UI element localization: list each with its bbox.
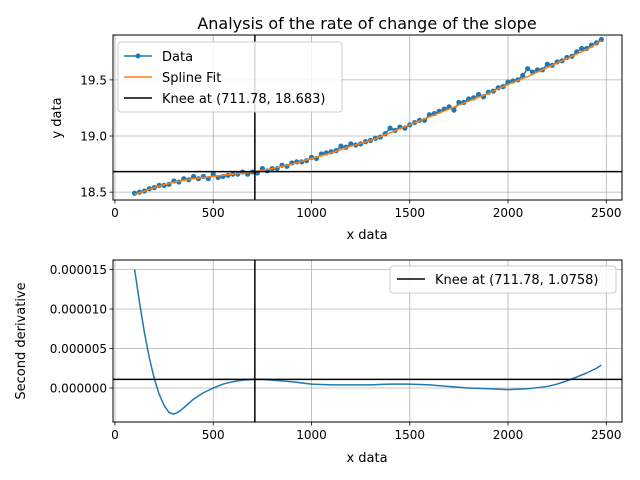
data-point bbox=[451, 107, 457, 113]
data-point bbox=[387, 125, 393, 131]
bottom-x-ticks: 0 500 1000 1500 2000 2500 bbox=[111, 422, 622, 442]
legend-data-label: Data bbox=[162, 50, 193, 65]
data-point bbox=[210, 171, 216, 177]
data-point bbox=[520, 72, 526, 79]
y-tick-label: 18.5 bbox=[80, 186, 107, 200]
x-tick-label: 0 bbox=[111, 206, 119, 220]
x-tick-label: 2500 bbox=[591, 206, 622, 220]
top-axes-frame bbox=[112, 34, 623, 201]
x-tick-label: 2000 bbox=[493, 428, 524, 442]
legend-spline-label: Spline Fit bbox=[162, 71, 221, 86]
top-legend: Data Spline Fit Knee at (711.78, 18.683) bbox=[117, 41, 343, 113]
bottom-legend-box bbox=[389, 265, 617, 294]
y-tick-label: 0.000000 bbox=[50, 382, 107, 396]
y-tick-label: 19.0 bbox=[80, 130, 107, 144]
bottom-legend-knee-label: Knee at (711.78, 1.0758) bbox=[435, 273, 598, 288]
top-x-ticks: 0 500 1000 1500 2000 2500 bbox=[111, 200, 622, 220]
bottom-x-axis-label: x data bbox=[346, 451, 387, 466]
top-chart-title: Analysis of the rate of change of the sl… bbox=[197, 14, 536, 33]
series-line-spline-fit bbox=[134, 39, 602, 196]
x-tick-label: 0 bbox=[111, 428, 119, 442]
top-series-layer bbox=[132, 36, 604, 196]
bottom-axes-frame bbox=[112, 259, 623, 423]
data-point bbox=[338, 143, 344, 149]
y-tick-label: 19.5 bbox=[80, 73, 107, 87]
data-point bbox=[544, 61, 550, 67]
bottom-legend: Knee at (711.78, 1.0758) bbox=[389, 265, 617, 294]
data-point bbox=[579, 45, 585, 52]
x-tick-label: 1000 bbox=[296, 428, 327, 442]
x-tick-label: 1500 bbox=[394, 428, 425, 442]
x-tick-label: 1000 bbox=[296, 206, 327, 220]
legend-data-marker-swatch bbox=[135, 53, 141, 59]
legend-knee-label: Knee at (711.78, 18.683) bbox=[162, 92, 325, 107]
bottom-chart: 0 500 1000 1500 2000 2500 0.0000000.0000050.0… bbox=[14, 259, 623, 466]
bottom-series-layer bbox=[133, 269, 602, 415]
bottom-y-axis-label: Second derivative bbox=[14, 282, 29, 399]
x-tick-label: 2000 bbox=[493, 206, 524, 220]
y-tick-label: 0.000010 bbox=[50, 302, 107, 316]
series-line-curve bbox=[133, 269, 602, 415]
top-chart: Analysis of the rate of change of the sl… bbox=[50, 14, 623, 243]
top-x-axis-label: x data bbox=[346, 228, 387, 243]
data-point bbox=[525, 66, 531, 72]
data-point bbox=[190, 173, 197, 180]
top-y-axis-label: y data bbox=[50, 97, 65, 138]
top-legend-box bbox=[117, 41, 343, 113]
data-point bbox=[475, 91, 482, 98]
data-point bbox=[456, 99, 462, 105]
bottom-y-ticks: 0.000000 0.000005 0.000010 0.000015 bbox=[50, 263, 113, 396]
x-tick-label: 500 bbox=[202, 428, 225, 442]
top-y-ticks: 18.5 19.0 19.5 bbox=[80, 73, 113, 200]
y-tick-label: 0.000005 bbox=[50, 342, 107, 356]
y-tick-label: 0.000015 bbox=[50, 263, 107, 277]
x-tick-label: 1500 bbox=[394, 206, 425, 220]
bottom-knee-lines bbox=[113, 260, 622, 422]
x-tick-label: 2500 bbox=[591, 428, 622, 442]
x-tick-label: 500 bbox=[202, 206, 225, 220]
